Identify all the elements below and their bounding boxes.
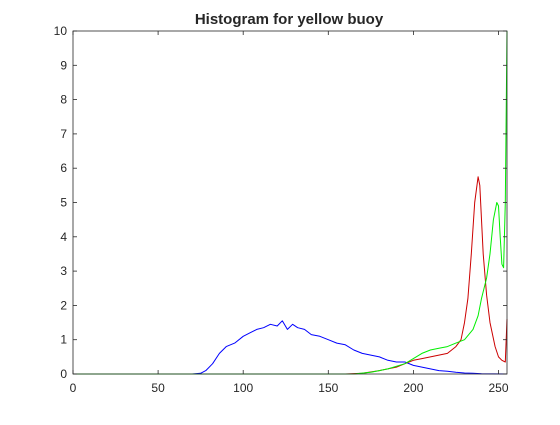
x-tick-label: 100 bbox=[233, 381, 253, 395]
y-tick-label: 0 bbox=[60, 367, 67, 381]
x-tick-label: 250 bbox=[488, 381, 508, 395]
y-tick-label: 8 bbox=[60, 93, 67, 107]
series-line-green bbox=[73, 30, 508, 375]
y-tick-label: 3 bbox=[60, 264, 67, 278]
series-line-blue bbox=[73, 320, 508, 375]
y-tick-label: 10 bbox=[54, 24, 68, 38]
y-tick-label: 9 bbox=[60, 58, 67, 72]
x-tick-label: 200 bbox=[403, 381, 423, 395]
y-tick-label: 7 bbox=[60, 127, 67, 141]
y-tick-label: 5 bbox=[60, 196, 67, 210]
y-tick-label: 6 bbox=[60, 161, 67, 175]
x-tick-label: 150 bbox=[318, 381, 338, 395]
x-tick-label: 50 bbox=[151, 381, 165, 395]
plot-area-background bbox=[73, 31, 507, 374]
y-tick-label: 4 bbox=[60, 230, 67, 244]
y-tick-label: 2 bbox=[60, 298, 67, 312]
axes-layer: 0 50 100 150 200 250 0 1 2 3 4 5 6 7 8 9 10 bbox=[54, 24, 509, 395]
x-tick-label: 0 bbox=[70, 381, 77, 395]
series-layer bbox=[73, 30, 508, 375]
chart-title: Histogram for yellow buoy bbox=[195, 11, 384, 28]
y-tick-label: 1 bbox=[60, 333, 67, 347]
